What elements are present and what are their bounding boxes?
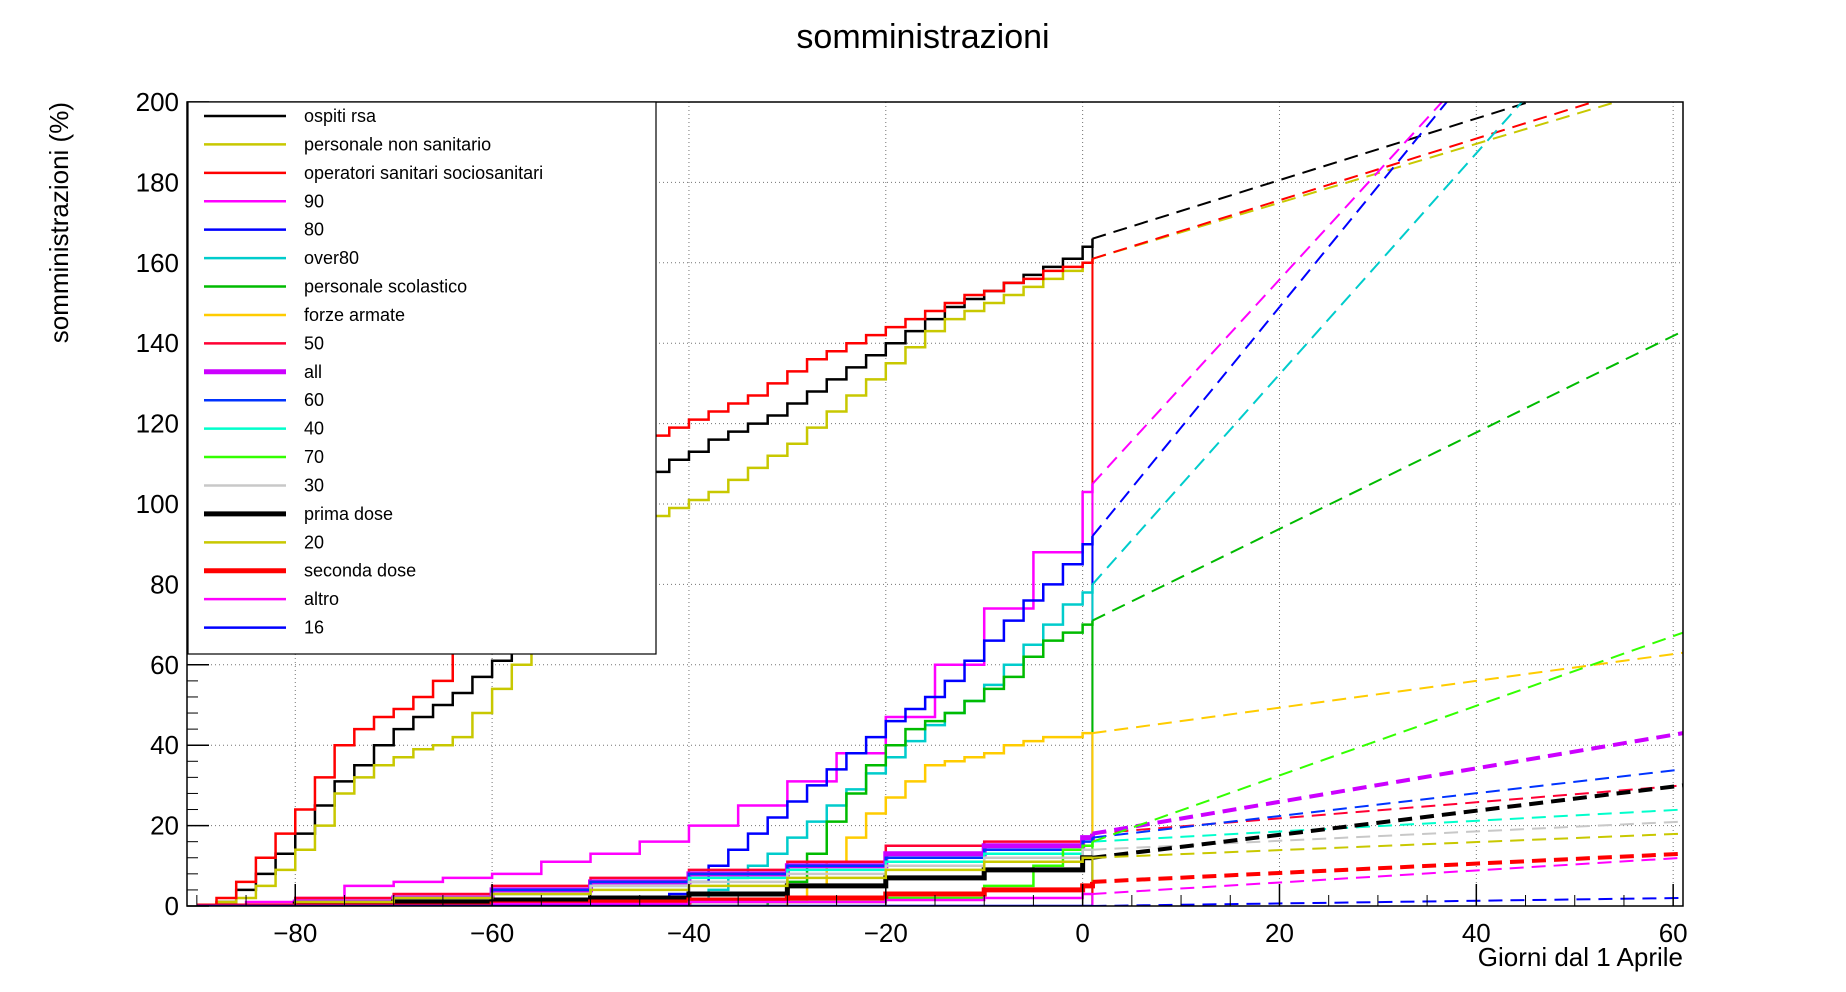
legend-entry-personale-scolastico: personale scolastico bbox=[304, 277, 467, 297]
x-tick-label: −80 bbox=[273, 918, 317, 948]
y-axis-label: somministrazioni (%) bbox=[44, 102, 74, 343]
series-projection-seconda-dose bbox=[1092, 851, 1683, 884]
y-tick-label: 120 bbox=[136, 409, 179, 439]
series-projection-ospiti-rsa bbox=[1092, 102, 1533, 240]
legend-entry-altro: altro bbox=[304, 589, 339, 609]
legend-entry-80: 80 bbox=[304, 220, 324, 240]
x-tick-label: −40 bbox=[667, 918, 711, 948]
legend-entry-20: 20 bbox=[304, 532, 324, 552]
legend-entry-30: 30 bbox=[304, 475, 324, 495]
series-projection-20 bbox=[1092, 832, 1683, 859]
y-tick-label: 20 bbox=[150, 811, 179, 841]
x-tick-label: 0 bbox=[1075, 918, 1089, 948]
series-projection-all bbox=[1092, 731, 1683, 836]
series-line-90 bbox=[196, 483, 1094, 906]
series-projection-80 bbox=[1091, 102, 1449, 537]
legend-entry-40: 40 bbox=[304, 419, 324, 439]
y-tick-label: 0 bbox=[165, 891, 179, 921]
y-tick-label: 40 bbox=[150, 730, 179, 760]
series-projection-prima-dose bbox=[1092, 783, 1683, 860]
x-tick-label: 20 bbox=[1265, 918, 1294, 948]
legend-entry-90: 90 bbox=[304, 191, 324, 211]
y-tick-label: 160 bbox=[136, 248, 179, 278]
series-projection-forze-armate bbox=[1092, 651, 1683, 735]
y-tick-label: 180 bbox=[136, 167, 179, 197]
series-projection-90 bbox=[1091, 102, 1444, 485]
series-projection-60 bbox=[1092, 768, 1683, 839]
x-tick-label: −20 bbox=[864, 918, 908, 948]
legend-entry-70: 70 bbox=[304, 447, 324, 467]
y-tick-label: 200 bbox=[136, 87, 179, 117]
series-projection-70 bbox=[1092, 631, 1683, 843]
legend-entry-ospiti-rsa: ospiti rsa bbox=[304, 106, 377, 126]
legend-entry-50: 50 bbox=[304, 333, 324, 353]
legend-entry-operatori-sanitari-sociosanitari: operatori sanitari sociosanitari bbox=[304, 163, 543, 183]
legend-entry-seconda-dose: seconda dose bbox=[304, 561, 416, 581]
x-axis-label: Giorni dal 1 Aprile bbox=[1478, 942, 1683, 972]
series-projection-operatori-sanitari-sociosanitari bbox=[1092, 102, 1597, 260]
legend-box bbox=[187, 101, 657, 655]
y-tick-label: 60 bbox=[150, 650, 179, 680]
x-tick-label: 40 bbox=[1462, 918, 1491, 948]
y-tick-label: 140 bbox=[136, 328, 179, 358]
y-tick-label: 100 bbox=[136, 489, 179, 519]
series-line-80 bbox=[196, 536, 1094, 906]
x-tick-label: −60 bbox=[470, 918, 514, 948]
legend: ospiti rsa personale non sanitario operato… bbox=[187, 101, 657, 655]
legend-entry-over80: over80 bbox=[304, 248, 359, 268]
legend-entry-all: all bbox=[304, 362, 322, 382]
series-projection-40 bbox=[1092, 808, 1683, 843]
legend-entry-60: 60 bbox=[304, 390, 324, 410]
chart-title: somministrazioni bbox=[796, 18, 1049, 56]
series-projection-altro bbox=[1092, 856, 1683, 895]
legend-entry-forze-armate: forze armate bbox=[304, 305, 405, 325]
x-tick-label: 60 bbox=[1659, 918, 1688, 948]
series-line-personale-scolastico bbox=[196, 620, 1094, 906]
series-projection-over80 bbox=[1091, 102, 1524, 586]
legend-entry-prima-dose: prima dose bbox=[304, 504, 393, 524]
series-projection-personale-non-sanitario bbox=[1092, 102, 1620, 260]
y-tick-label: 80 bbox=[150, 569, 179, 599]
series-projection-16 bbox=[1092, 896, 1683, 906]
legend-entry-16: 16 bbox=[304, 618, 324, 638]
legend-entry-personale-non-sanitario: personale non sanitario bbox=[304, 134, 491, 154]
